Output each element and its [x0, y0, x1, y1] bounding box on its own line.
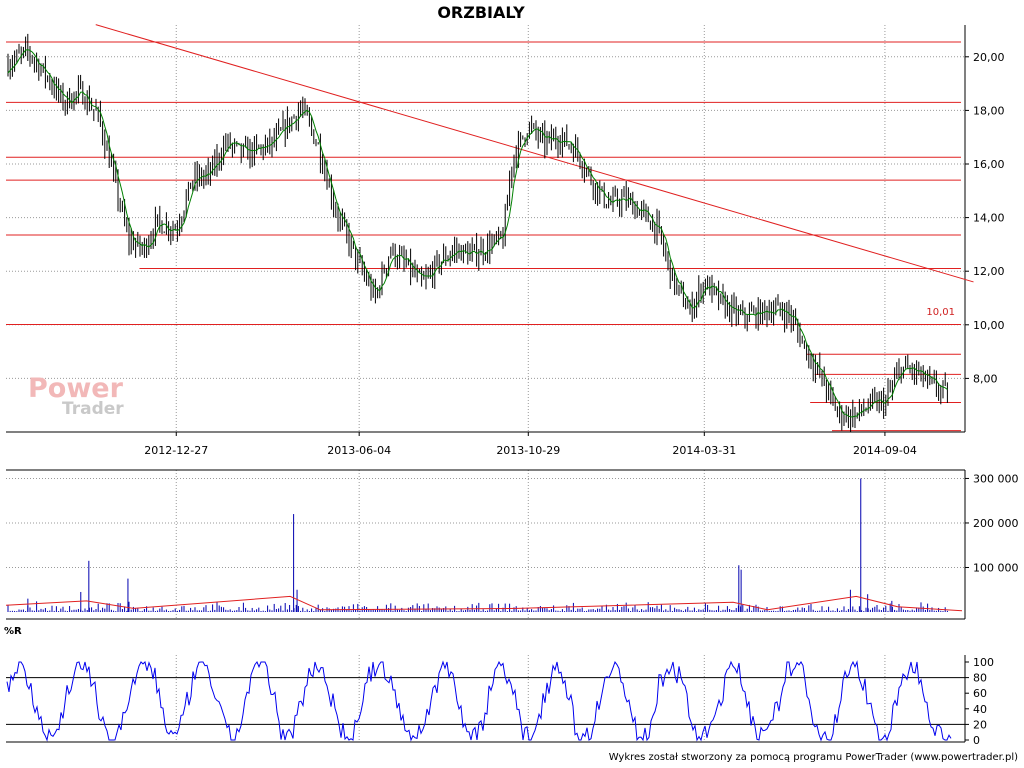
grid	[6, 25, 965, 742]
moving-average-line	[7, 49, 948, 418]
price-bars	[7, 33, 948, 432]
volume-bars	[7, 478, 948, 612]
y-tick-label: 0	[973, 734, 980, 747]
x-tick-label: 2013-10-29	[496, 444, 560, 457]
watermark-line2: Trader	[62, 399, 124, 419]
chart-title: ORZBIALY	[437, 3, 525, 22]
watermark: Power Trader	[28, 373, 124, 419]
y-tick-label: 200 000	[973, 517, 1019, 530]
y-tick-label: 40	[973, 703, 987, 716]
williams-r-line	[6, 660, 952, 742]
y-tick-label: 14,00	[973, 212, 1005, 225]
y-tick-label: 16,00	[973, 158, 1005, 171]
price-y-axis: 8,00 10,00 12,00 14,00 16,00 18,00 20,00	[965, 51, 1005, 385]
williams-line	[6, 660, 952, 742]
x-tick-label: 2012-12-27	[144, 444, 208, 457]
y-tick-label: 10,00	[973, 319, 1005, 332]
volume-y-axis: 100 000 200 000 300 000	[965, 472, 1019, 574]
williams-label: %R	[4, 626, 22, 637]
trend-line-segment	[95, 24, 974, 283]
horizontal-levels	[6, 41, 961, 432]
y-tick-label: 80	[973, 672, 987, 685]
level-annotation: 10,01	[926, 307, 955, 318]
y-tick-label: 8,00	[973, 372, 998, 385]
volume-average	[5, 595, 963, 612]
y-tick-label: 100 000	[973, 561, 1019, 574]
x-tick-label: 2013-06-04	[327, 444, 391, 457]
footer-credit: Wykres został stworzony za pomocą progra…	[609, 752, 1018, 763]
moving-average	[7, 49, 948, 418]
volume-average-line	[5, 595, 963, 612]
y-tick-label: 300 000	[973, 472, 1019, 485]
y-tick-label: 20,00	[973, 51, 1005, 64]
y-tick-label: 60	[973, 687, 987, 700]
y-tick-label: 20	[973, 718, 987, 731]
panel-frames	[6, 25, 966, 743]
williams-y-axis: 0 20 40 60 80 100	[965, 656, 994, 747]
trend-line	[95, 24, 974, 283]
y-tick-label: 18,00	[973, 104, 1005, 117]
date-x-axis: 2012-12-27 2013-06-04 2013-10-29 2014-03-31…	[144, 432, 917, 457]
watermark-line1: Power	[28, 373, 124, 404]
y-tick-label: 12,00	[973, 265, 1005, 278]
y-tick-label: 100	[973, 656, 994, 669]
x-tick-label: 2014-03-31	[672, 444, 736, 457]
x-tick-label: 2014-09-04	[853, 444, 917, 457]
